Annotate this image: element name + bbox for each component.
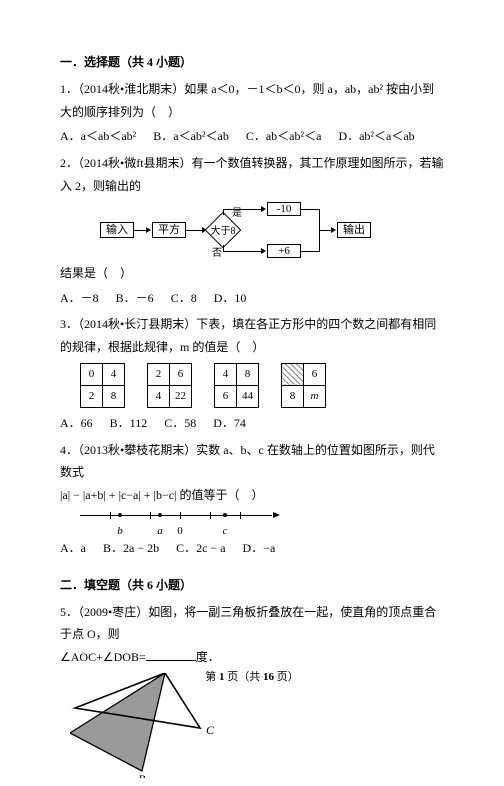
cell: 4 [103,363,125,385]
q3-sq2: 26 422 [147,363,192,408]
nline-point-b [118,513,122,517]
question-2: 2．（2014秋•微ft县期末）有一个数值转换器，其工作原理如图所示，若输入 2… [60,152,444,198]
nline-label-b: b [117,521,123,542]
q2-opt-a: A．－8 [60,287,99,310]
q3-sq1: 04 28 [80,363,125,408]
footer-total: 16 [263,671,274,683]
question-4: 4．（2013秋•攀枝花期末）实数 a、b、c 在数轴上的位置如图所示，则代数式 [60,439,444,485]
footer-pre: 第 [205,671,219,683]
flow-square-box: 平方 [152,222,186,238]
flow-output-box: 输出 [337,222,371,238]
q4-opt-a: A．a [60,537,86,560]
q5-expression: ∠AOC+∠DOB= 度． [60,646,444,669]
cell: 4 [215,363,237,385]
q5-figure: O A B C D [70,673,444,786]
footer-mid: 页（共 [225,671,264,683]
q5-svg: O A B C D [70,673,220,778]
nline-point-a [158,513,162,517]
q1-options: A．a＜ab＜ab² B．a＜ab²＜ab C．ab＜ab²＜a D．ab²＜a… [60,125,444,148]
cell: 44 [237,385,259,407]
q2-opt-d: D．10 [214,287,247,310]
nline-label-0: 0 [177,521,183,542]
nline-label-a: a [157,521,163,542]
question-5: 5．（2009•枣庄）如图，将一副三角板折叠放在一起，使直角的顶点重合于点 O，… [60,601,444,647]
cell: 0 [81,363,103,385]
q3-opt-c: C．58 [164,412,196,435]
q2-options: A．－8 B．－6 C．8 D．10 [60,287,444,310]
cell: 6 [170,363,192,385]
q2-result-text: 结果是（ ） [60,262,444,285]
nline-point-c [223,513,227,517]
cell: 4 [148,385,170,407]
q1-opt-d: D．ab²＜a＜ab [338,125,414,148]
q1-opt-c: C．ab＜ab²＜a [246,125,322,148]
q3-opt-d: D．74 [213,412,246,435]
question-3: 3．（2014秋•长汀县期末）下表，填在各正方形中的四个数之间都有相同的规律，根… [60,313,444,359]
q2-flowchart: 输入 平方 大于8 是 否 -10 +6 输出 [100,202,444,258]
svg-text:B: B [138,772,146,778]
q2-opt-c: C．8 [171,287,197,310]
question-1: 1．（2014秋•淮北期末）如果 a＜0，－1＜b＜0，则 a，ab，ab² 按… [60,78,444,124]
page-footer: 第 1 页（共 16 页） [0,667,504,688]
flow-plus6-box: +6 [267,244,301,258]
q4-expression: |a| − |a+b| + |c−a| + |b−c| 的值等于（ ） [60,484,444,507]
cell: 2 [148,363,170,385]
nline-label-c: c [223,521,228,542]
q5-expr-suf: 度． [196,650,220,664]
section-2-title: 二．填空题（共 6 小题） [60,574,444,597]
q4-opt-c: C．2c − a [176,537,225,560]
flow-no-label: 否 [212,244,222,263]
q3-squares: 04 28 26 422 48 644 6 8m [80,363,444,408]
footer-suf: 页） [274,671,299,683]
flow-input-box: 输入 [100,222,134,238]
q2-opt-b: B．－6 [116,287,154,310]
cell-hatched [282,363,304,385]
cell: 8 [282,385,304,407]
q3-options: A．66 B．112 C．58 D．74 [60,412,444,435]
q3-opt-b: B．112 [110,412,148,435]
cell: 22 [170,385,192,407]
cell: 2 [81,385,103,407]
q3-sq3: 48 644 [214,363,259,408]
q3-opt-a: A．66 [60,412,93,435]
cell: 6 [304,363,326,385]
q1-opt-a: A．a＜ab＜ab² [60,125,136,148]
cell-m: m [304,385,326,407]
flow-cond-text: 大于8 [206,222,240,241]
cell: 6 [215,385,237,407]
q3-sq4: 6 8m [281,363,326,408]
svg-text:C: C [206,723,215,737]
section-1-title: 一．选择题（共 4 小题） [60,51,444,74]
cell: 8 [103,385,125,407]
q4-opt-b: B．2a − 2b [103,537,159,560]
q1-opt-b: B．a＜ab²＜ab [153,125,229,148]
cell: 8 [237,363,259,385]
q4-numberline: b a 0 c [80,511,280,535]
q5-blank [146,660,196,661]
q4-opt-d: D．−a [243,537,276,560]
flow-minus10-box: -10 [267,202,301,216]
q5-expr-pre: ∠AOC+∠DOB= [60,650,146,664]
flow-yes-label: 是 [232,204,242,223]
